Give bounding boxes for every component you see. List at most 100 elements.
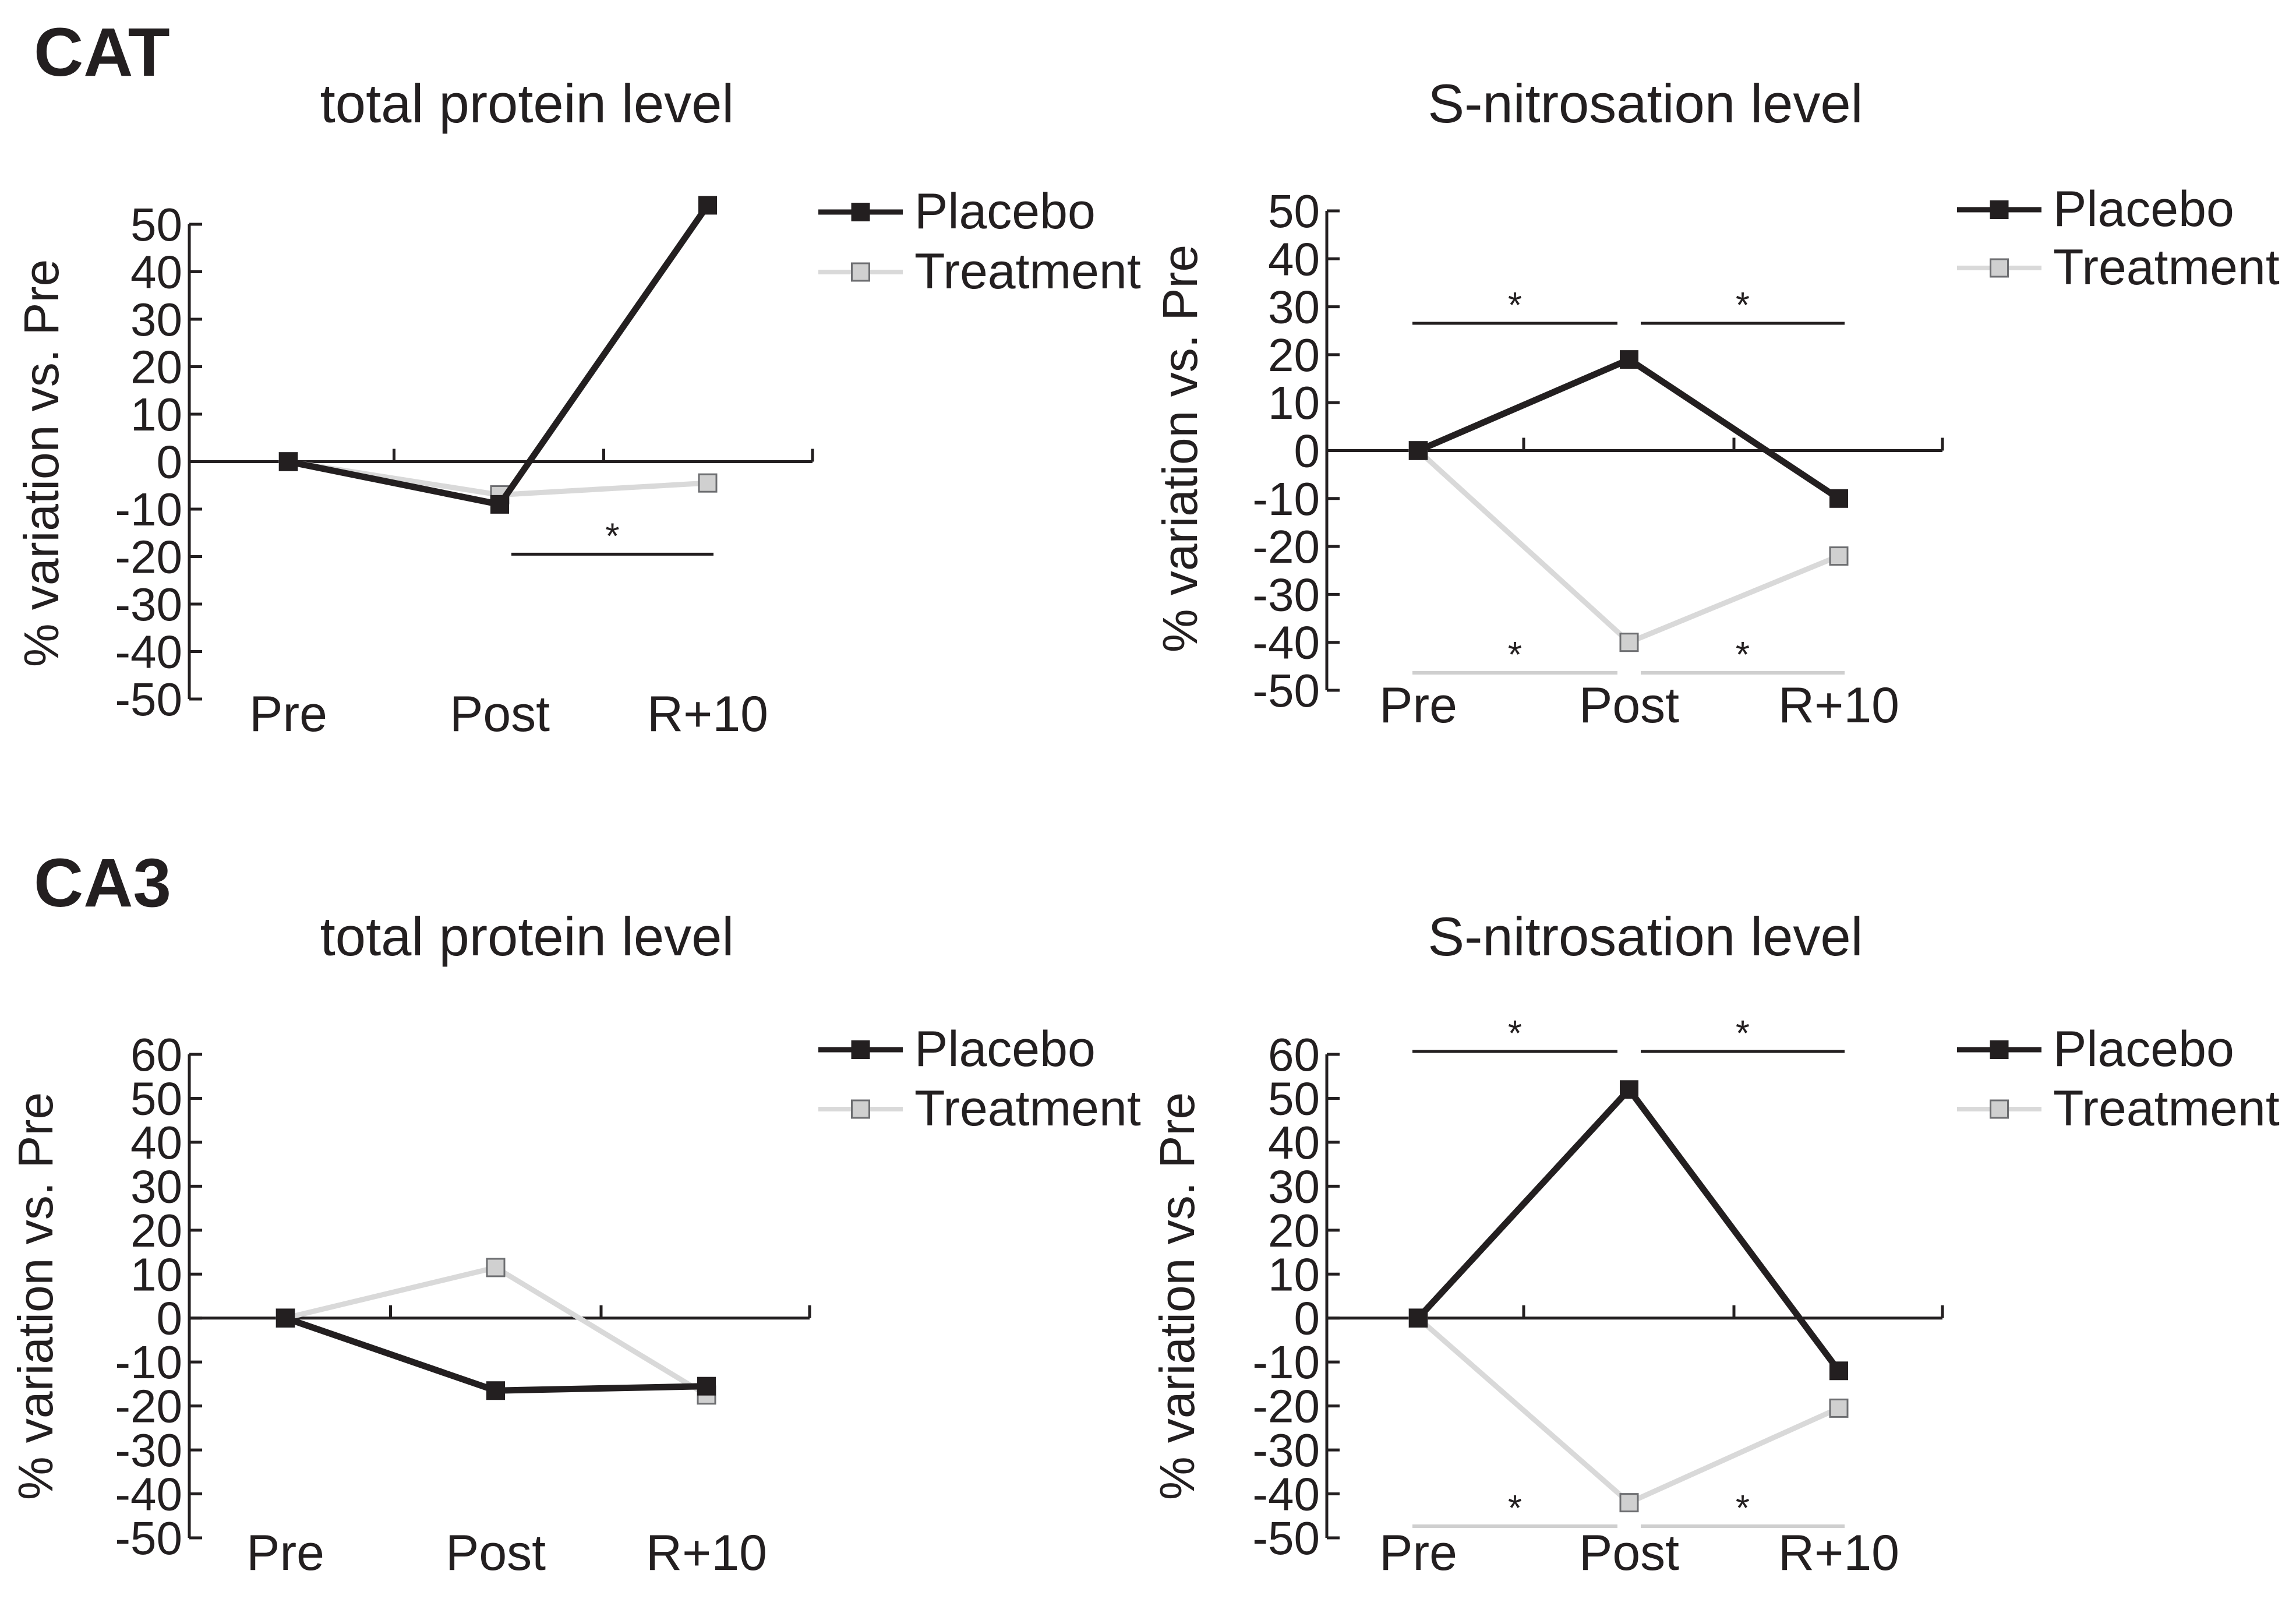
y-tick-label: 40 <box>1268 233 1320 285</box>
section-label-ca3: CA3 <box>34 845 172 922</box>
significance-star: * <box>1736 1014 1750 1054</box>
legend-marker-treatment <box>851 262 870 282</box>
legend-marker-treatment <box>851 1099 870 1119</box>
significance-star: * <box>1736 635 1750 675</box>
data-point-placebo <box>698 196 717 215</box>
x-tick-label: Post <box>450 686 550 742</box>
data-point-placebo <box>1829 1361 1848 1381</box>
y-tick-label: -30 <box>1252 1424 1320 1476</box>
x-tick-label: Post <box>1579 1525 1679 1581</box>
y-tick-label: -40 <box>115 626 182 678</box>
significance-star: * <box>1736 285 1750 326</box>
data-point-placebo <box>697 1376 716 1396</box>
significance-star: * <box>1508 1014 1522 1054</box>
y-tick-label: -50 <box>115 673 182 725</box>
y-tick-label: 40 <box>130 1117 182 1169</box>
chart-panel-3: total protein level % variation vs. Pre 60… <box>8 906 1141 1581</box>
legend-marker-placebo <box>851 1040 870 1059</box>
y-axis-label: % variation vs. Pre <box>8 1092 63 1500</box>
y-tick-label: -50 <box>115 1512 182 1564</box>
y-tick-label: -10 <box>115 1336 182 1388</box>
x-tick-label: R+10 <box>647 686 768 742</box>
data-point-treatment <box>1829 546 1849 566</box>
y-tick-label: 30 <box>130 294 182 345</box>
y-axis-label: % variation vs. Pre <box>1153 245 1207 652</box>
x-tick-label: R+10 <box>646 1525 767 1581</box>
x-tick-label: Post <box>1579 677 1679 733</box>
y-tick-label: -30 <box>115 1424 182 1476</box>
y-tick-label: -40 <box>115 1469 182 1520</box>
legend-label: Treatment <box>2053 1081 2280 1136</box>
significance-star: * <box>1508 635 1522 675</box>
y-tick-label: 50 <box>1268 185 1320 237</box>
x-tick-label: Pre <box>1379 1525 1457 1581</box>
data-point-treatment <box>1829 1398 1849 1418</box>
y-tick-label: -20 <box>115 531 182 583</box>
y-tick-label: 30 <box>130 1160 182 1212</box>
x-tick-label: Pre <box>246 1525 324 1581</box>
data-point-placebo <box>1620 350 1638 369</box>
y-tick-label: -40 <box>1252 1469 1320 1520</box>
chart-title: total protein level <box>320 73 734 134</box>
y-axis-label: % variation vs. Pre <box>1150 1092 1204 1500</box>
data-point-placebo <box>1409 441 1428 460</box>
series-line-treatment <box>1417 1316 1840 1506</box>
legend-label: Treatment <box>2053 239 2280 295</box>
series-line-treatment <box>1416 449 1840 645</box>
legend-marker-treatment <box>1990 1099 2009 1119</box>
y-tick-label: -10 <box>1252 1336 1320 1388</box>
y-tick-label: 0 <box>1294 1293 1320 1344</box>
x-tick-label: Pre <box>249 686 327 742</box>
y-tick-label: -20 <box>1252 1381 1320 1432</box>
y-tick-label: 60 <box>1268 1029 1320 1081</box>
series-line-placebo <box>1417 355 1841 502</box>
chart-panel-2: S-nitrosation level % variation vs. Pre 50… <box>1153 73 2280 733</box>
x-tick-label: R+10 <box>1778 1525 1899 1581</box>
y-tick-label: 30 <box>1268 281 1320 333</box>
significance-star: * <box>1508 1488 1522 1529</box>
legend-label: Treatment <box>914 1081 1141 1136</box>
y-tick-label: -10 <box>1252 473 1320 525</box>
chart-title: S-nitrosation level <box>1428 906 1863 967</box>
legend-marker-placebo <box>1990 1040 2009 1059</box>
data-point-placebo <box>490 495 509 514</box>
data-point-treatment <box>698 473 718 493</box>
section-label-cat: CAT <box>34 14 170 91</box>
y-tick-label: 50 <box>130 199 182 250</box>
data-point-placebo <box>1620 1080 1638 1099</box>
y-tick-label: 60 <box>130 1029 182 1081</box>
data-point-treatment <box>486 1258 506 1277</box>
y-tick-label: 20 <box>1268 329 1320 381</box>
data-point-placebo <box>486 1381 505 1400</box>
y-tick-label: -40 <box>1252 617 1320 669</box>
legend-label: Placebo <box>2053 181 2234 237</box>
x-tick-label: Post <box>446 1525 546 1581</box>
y-tick-label: 10 <box>1268 377 1320 429</box>
y-tick-label: 0 <box>157 1293 183 1344</box>
chart-panel-1: total protein level % variation vs. Pre 50… <box>14 73 1141 742</box>
significance-star: * <box>1508 285 1522 326</box>
x-tick-label: Pre <box>1379 677 1457 733</box>
y-tick-label: 40 <box>130 246 182 298</box>
chart-title: S-nitrosation level <box>1428 73 1863 134</box>
y-tick-label: 50 <box>1268 1072 1320 1124</box>
significance-star: * <box>1736 1488 1750 1529</box>
y-tick-label: -50 <box>1252 1512 1320 1564</box>
y-tick-label: -10 <box>115 483 182 535</box>
y-tick-label: 50 <box>130 1072 182 1124</box>
legend-label: Placebo <box>914 183 1096 239</box>
y-tick-label: 30 <box>1268 1160 1320 1212</box>
data-point-treatment <box>1619 633 1639 652</box>
y-tick-label: 20 <box>1268 1205 1320 1256</box>
legend-marker-placebo <box>1990 200 2009 219</box>
significance-star: * <box>605 516 619 556</box>
data-point-placebo <box>1409 1308 1428 1328</box>
series-line-treatment <box>284 1265 708 1397</box>
series-line-placebo <box>1415 1084 1842 1373</box>
data-point-placebo <box>1829 489 1848 508</box>
y-tick-label: -50 <box>1252 665 1320 716</box>
legend-marker-treatment <box>1990 258 2009 278</box>
y-tick-label: 10 <box>130 1248 182 1300</box>
x-tick-label: R+10 <box>1778 677 1899 733</box>
